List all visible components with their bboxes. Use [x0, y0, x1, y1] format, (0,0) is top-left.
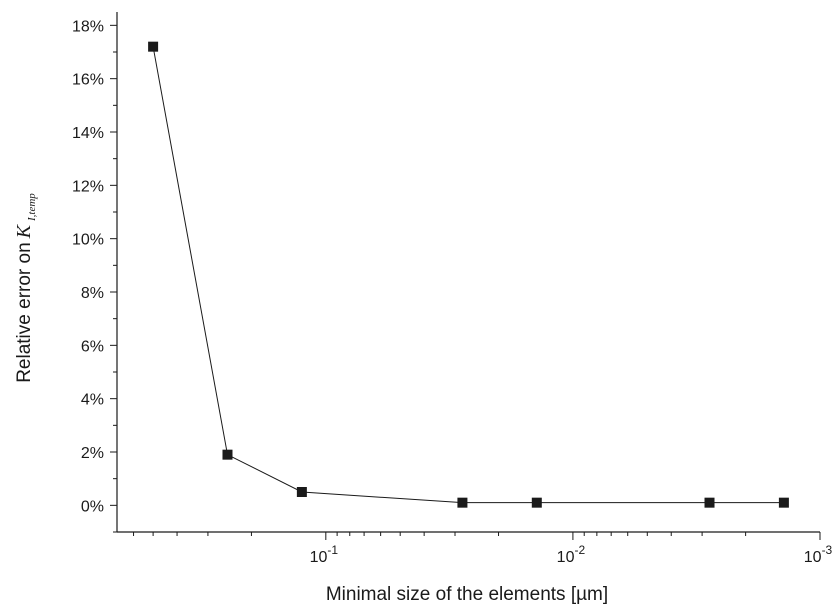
- y-tick-label: 12%: [72, 178, 104, 195]
- y-axis-title: Relative error on K I,temp: [13, 193, 38, 383]
- data-point: [704, 497, 715, 508]
- y-tick-label: 14%: [72, 125, 104, 142]
- series-line: [152, 46, 784, 504]
- y-axis-title-prefix: Relative error on: [14, 242, 35, 382]
- y-tick-label: 6%: [81, 338, 104, 355]
- data-point: [222, 449, 233, 460]
- y-tick-label: 2%: [81, 445, 104, 462]
- data-point: [148, 41, 159, 52]
- tick-labels: 0% 2% 4% 6% 8% 10% 12% 14% 16% 18% 10-1 10-2 10-3: [72, 18, 833, 566]
- data-point: [296, 487, 307, 497]
- axes: [110, 12, 821, 540]
- data-point: [531, 497, 542, 508]
- y-tick-label: 4%: [81, 392, 104, 409]
- y-tick-label: 16%: [72, 72, 104, 89]
- x-tick-label: 10-3: [804, 543, 833, 566]
- y-axis-title-subscript: I,temp: [26, 193, 38, 222]
- y-tick-label: 0%: [81, 498, 104, 515]
- data-marks: [148, 41, 789, 508]
- svg-text:Relative error on: Relative error on K I,temp: [13, 193, 38, 383]
- y-tick-label: 18%: [72, 18, 104, 35]
- data-point: [457, 497, 468, 508]
- x-tick-label: 10-2: [557, 543, 586, 566]
- y-axis-title-symbol: K: [13, 223, 35, 239]
- data-point: [778, 497, 789, 508]
- y-tick-label: 8%: [81, 285, 104, 302]
- y-tick-label: 10%: [72, 232, 104, 249]
- x-axis-title: Minimal size of the elements [µm]: [326, 584, 608, 605]
- x-tick-label: 10-1: [310, 543, 339, 566]
